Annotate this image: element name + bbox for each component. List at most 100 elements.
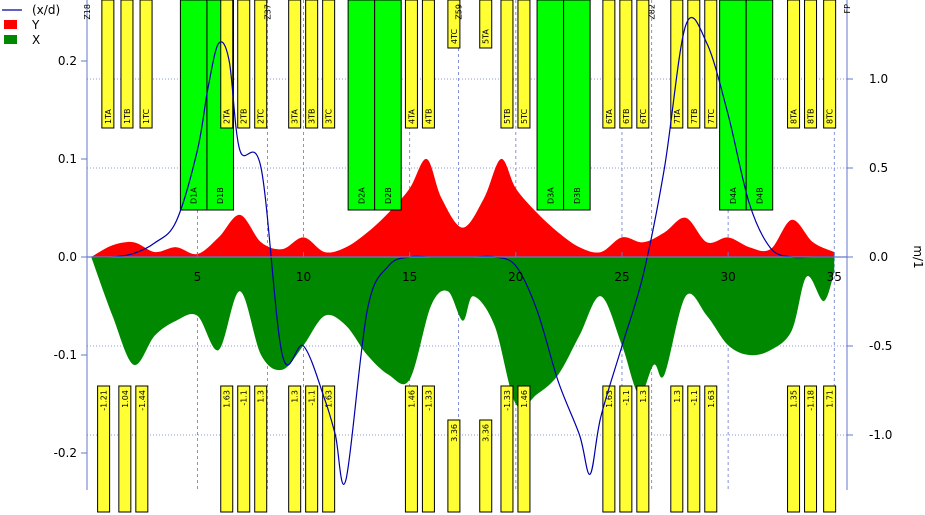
dipole-block	[745, 0, 774, 211]
magnet-bottom	[787, 385, 801, 513]
magnet-bottom-label: 1.46	[407, 390, 416, 408]
magnet-top	[237, 0, 251, 129]
y-right-tick-label: -1.0	[869, 428, 892, 442]
magnet-top	[517, 0, 531, 129]
magnet-top-label: 8TC	[826, 108, 835, 124]
magnet-bottom	[517, 385, 531, 513]
beamline-elements: D1A D1B D2A D2B D3A D3B D4A D4B 1TA 1TB 1TC 2TA 2TB 2…	[97, 0, 837, 513]
magnet-top	[254, 0, 268, 129]
magnet-top-label: 4TC	[450, 28, 459, 44]
magnet-top-label: 3TC	[325, 108, 334, 124]
magnet-bottom	[823, 385, 837, 513]
magnet-bottom-label: 1.63	[707, 390, 716, 408]
magnet-bottom-label: 1.3	[673, 390, 682, 403]
x-tick-label: 35	[827, 270, 842, 284]
magnet-bottom-label: 1.3	[639, 390, 648, 403]
y-left-tick-label: -0.2	[54, 446, 77, 460]
magnet-top-label: 2TB	[240, 109, 249, 124]
magnet-bottom-label: 1.3	[291, 390, 300, 403]
magnet-top-label: 3TB	[308, 109, 317, 124]
magnet-top-label: 3TA	[291, 109, 300, 124]
magnet-bottom	[804, 385, 818, 513]
marker-label: Z37	[263, 4, 272, 20]
y-right-tick-label: 1.0	[869, 72, 888, 86]
magnet-top	[823, 0, 837, 129]
magnet-bottom	[636, 385, 650, 513]
magnet-top-label: 4TA	[407, 109, 416, 124]
magnet-bottom	[479, 419, 493, 513]
magnet-top-label: 5TA	[482, 29, 491, 44]
dipole-block	[374, 0, 402, 211]
marker-label: Z18	[83, 4, 92, 20]
magnet-bottom	[704, 385, 718, 513]
magnet-top-label: 5TB	[503, 109, 512, 124]
y-left-tick-label: -0.1	[54, 348, 77, 362]
magnet-bottom	[97, 385, 111, 513]
dipole-label: D3B	[573, 187, 582, 204]
magnet-bottom	[305, 385, 319, 513]
magnet-top-label: 2TC	[257, 108, 266, 124]
magnet-top	[479, 0, 493, 49]
magnet-bottom-label: -1.44	[138, 390, 147, 411]
magnet-bottom-label: -1.33	[503, 390, 512, 411]
magnet-bottom	[118, 385, 132, 513]
x-tick-label: 30	[720, 270, 735, 284]
magnet-bottom-label: 1.63	[325, 390, 334, 408]
magnet-bottom-label: 1.71	[826, 390, 835, 408]
magnet-bottom	[687, 385, 701, 513]
magnet-top	[288, 0, 302, 129]
magnet-top-label: 7TC	[707, 108, 716, 124]
legend: (x/d)YX	[2, 3, 60, 47]
magnet-bottom-label: -1.21	[100, 390, 109, 411]
y-left-tick-label: 0.2	[58, 54, 77, 68]
magnet-top	[421, 0, 435, 129]
magnet-top	[305, 0, 319, 129]
magnet-bottom	[619, 385, 633, 513]
dipole-block	[347, 0, 376, 211]
magnet-top-label: 1TA	[104, 109, 113, 124]
dipole-label: D2B	[384, 187, 393, 204]
magnet-bottom	[447, 419, 461, 513]
magnet-top	[404, 0, 418, 129]
dipole-block	[179, 0, 208, 211]
y-right-tick-label: -0.5	[869, 339, 892, 353]
magnet-top-label: 2TA	[223, 109, 232, 124]
y-right-tick-label: 0.0	[869, 250, 888, 264]
x-tick-label: 10	[296, 270, 311, 284]
x-tick-label: 20	[508, 270, 523, 284]
magnet-bottom-label: -1.1	[240, 390, 249, 406]
series-x-area	[91, 257, 835, 408]
magnet-bottom-label: 1.63	[223, 390, 232, 408]
magnet-top	[619, 0, 633, 129]
magnet-top	[636, 0, 650, 129]
y-left-tick-label: 0.0	[58, 250, 77, 264]
dipole-block	[563, 0, 591, 211]
magnet-top-label: 6TC	[639, 108, 648, 124]
legend-label: X	[32, 33, 40, 47]
magnet-bottom-label: -1.1	[690, 390, 699, 406]
magnet-top	[322, 0, 336, 129]
magnet-bottom	[404, 385, 418, 513]
magnet-bottom-label: 1.04	[121, 390, 130, 408]
magnet-bottom	[237, 385, 251, 513]
magnet-bottom	[421, 385, 435, 513]
magnet-top	[120, 0, 134, 129]
dipole-label: D3A	[546, 187, 555, 204]
dipole-label: D1B	[216, 187, 225, 204]
legend-box-swatch	[4, 20, 17, 29]
x-tick-label: 25	[614, 270, 629, 284]
magnet-top-label: 1TC	[142, 108, 151, 124]
magnet-bottom	[322, 385, 336, 513]
magnet-bottom-label: 3.36	[482, 424, 491, 442]
magnet-bottom-label: 1.35	[790, 390, 799, 408]
magnet-bottom-label: 1.63	[605, 390, 614, 408]
magnet-bottom	[254, 385, 268, 513]
dipole-block	[536, 0, 565, 211]
series-y-area	[91, 158, 835, 257]
y-left-tick-label: 0.1	[58, 152, 77, 166]
legend-label: (x/d)	[32, 3, 60, 17]
legend-label: Y	[31, 18, 40, 32]
y-right-axis-label: m/1	[911, 245, 925, 268]
magnet-top	[602, 0, 616, 129]
